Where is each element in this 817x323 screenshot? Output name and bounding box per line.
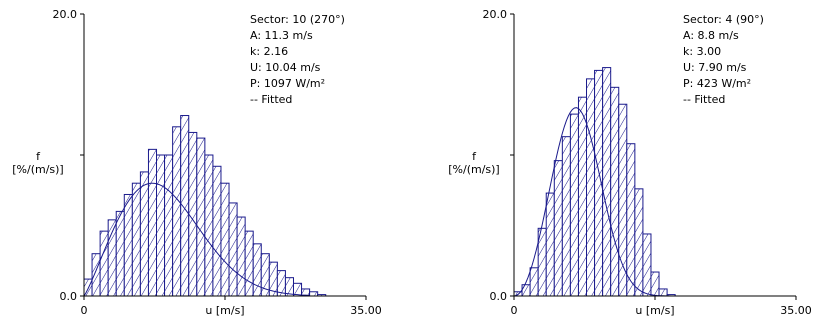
panel-2-bar-18	[658, 288, 668, 297]
panel-1-y-tick-label-bottom: 0.0	[60, 290, 78, 303]
panel-2-y-axis-label-line2: [%/(m/s)]	[448, 163, 499, 176]
panel-1-y-axis-label-line2: [%/(m/s)]	[12, 163, 63, 176]
panel-1-info-p: P: 1097 W/m²	[250, 77, 325, 90]
panel-1-info-a: A: 11.3 m/s	[250, 29, 313, 42]
panel-2-info-a: A: 8.8 m/s	[683, 29, 739, 42]
panel-2-bar-2	[529, 267, 539, 297]
panel-2-bars	[513, 67, 676, 297]
panel-1-bar-1	[91, 253, 101, 297]
panel-1-bar-11	[172, 126, 182, 297]
panel-1-bar-7	[139, 171, 149, 297]
panel-2-bar-15	[634, 188, 644, 297]
panel-1-bar-21	[252, 243, 262, 297]
panel-1-info-u: U: 10.04 m/s	[250, 61, 321, 74]
panel-2-bar-13	[618, 103, 628, 297]
panel-1-bar-6	[131, 182, 141, 297]
panel-1-x-tick-label-end: 35.00	[350, 304, 382, 317]
panel-1-bar-28	[309, 291, 319, 297]
panel-2-info-k: k: 3.00	[683, 45, 721, 58]
panel-1-bars	[83, 115, 327, 297]
chart-panel-1: 20.0 0.0 0 35.00 u [m/s] f [%/(m/s)] Sec…	[12, 8, 381, 317]
panel-1-bar-2	[99, 230, 109, 297]
panel-2-bar-12	[610, 86, 620, 297]
panel-2-bar-9	[586, 78, 596, 297]
panel-1-x-axis-label: u [m/s]	[205, 304, 244, 317]
panel-1-bar-16	[212, 165, 222, 297]
panel-1-bar-14	[196, 137, 206, 297]
panel-2-info-box: Sector: 4 (90°) A: 8.8 m/s k: 3.00 U: 7.…	[683, 13, 764, 106]
panel-1-info-box: Sector: 10 (270°) A: 11.3 m/s k: 2.16 U:…	[250, 13, 345, 106]
panel-2-x-tick-label-start: 0	[511, 304, 518, 317]
panel-1-bar-19	[236, 216, 246, 297]
panel-1-y-tick-label-top: 20.0	[53, 8, 78, 21]
panel-1-bar-13	[188, 131, 198, 297]
panel-1-bar-15	[204, 154, 214, 297]
panel-1-x-tick-label-start: 0	[81, 304, 88, 317]
panel-2-bar-4	[545, 192, 555, 297]
panel-1-bar-8	[147, 148, 158, 297]
panel-2-info-sector: Sector: 4 (90°)	[683, 13, 764, 26]
panel-1-info-k: k: 2.16	[250, 45, 288, 58]
panel-2-bar-17	[650, 271, 660, 297]
panel-1-bar-10	[164, 154, 174, 297]
panel-1-info-sector: Sector: 10 (270°)	[250, 13, 345, 26]
panel-1-fitted-curve	[83, 182, 310, 297]
panel-1-info-fitted: -- Fitted	[250, 93, 292, 106]
panel-1-bar-18	[228, 202, 238, 297]
panel-1-bar-5	[123, 193, 133, 297]
panel-1-bar-4	[115, 210, 125, 297]
panel-2-info-fitted: -- Fitted	[683, 93, 725, 106]
panel-2-bar-16	[642, 233, 652, 297]
panel-2-info-u: U: 7.90 m/s	[683, 61, 747, 74]
panel-2-bar-7	[569, 113, 579, 297]
panel-1-bar-20	[244, 230, 254, 297]
panel-2-info-p: P: 423 W/m²	[683, 77, 751, 90]
panel-2-x-tick-label-end: 35.00	[780, 304, 812, 317]
panel-1-bar-9	[156, 154, 166, 297]
panel-2-y-axis-label-line1: f	[472, 150, 477, 163]
panel-1-bar-17	[220, 182, 230, 297]
panel-2-y-tick-label-top: 20.0	[483, 8, 508, 21]
panel-2-y-tick-label-bottom: 0.0	[490, 290, 508, 303]
chart-panel-2: 20.0 0.0 0 35.00 u [m/s] f [%/(m/s)] Sec…	[448, 8, 811, 317]
panel-2-bar-14	[626, 143, 636, 297]
panel-1-y-axis-label-line1: f	[36, 150, 41, 163]
panel-2-bar-11	[602, 67, 612, 297]
panel-2-bar-1	[521, 284, 531, 297]
panel-2-bar-6	[561, 136, 571, 297]
panel-2-bar-8	[577, 96, 588, 297]
panel-2-x-axis-label: u [m/s]	[635, 304, 674, 317]
panel-2-bar-5	[553, 160, 563, 297]
